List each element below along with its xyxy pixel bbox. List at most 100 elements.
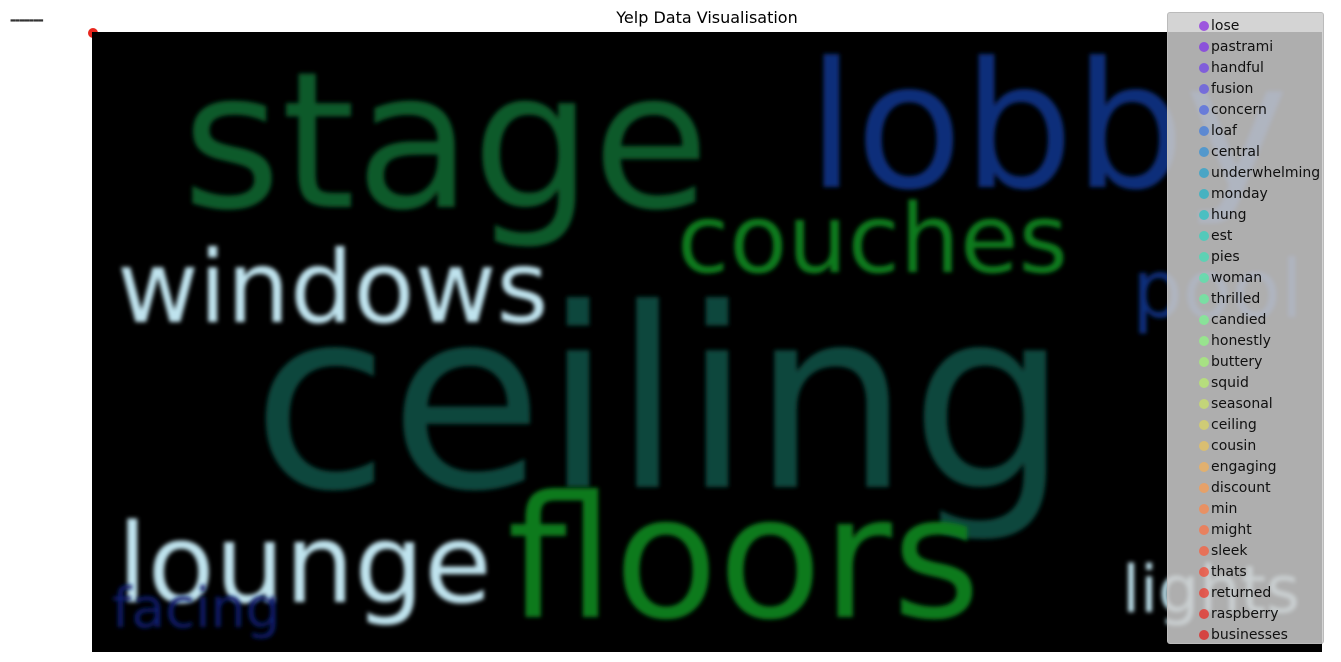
legend-label: est [1211, 228, 1233, 244]
legend-marker [1199, 294, 1209, 304]
legend-marker [1199, 252, 1209, 262]
legend-marker [1199, 336, 1209, 346]
legend-label: returned [1211, 585, 1272, 601]
legend-item: buttery [1168, 351, 1323, 372]
legend-marker [1199, 525, 1209, 535]
legend-marker [1199, 105, 1209, 115]
wordcloud-word-floors: floors [507, 460, 981, 652]
legend-marker [1199, 273, 1209, 283]
wordcloud-word-facing: facing [112, 576, 280, 640]
wordcloud-word-stage: stage [182, 32, 709, 252]
legend-marker [1199, 420, 1209, 430]
legend-label: hung [1211, 207, 1247, 223]
legend-item: seasonal [1168, 393, 1323, 414]
legend-label: businesses [1211, 627, 1288, 643]
legend-marker [1199, 168, 1209, 178]
legend-marker [1199, 147, 1209, 157]
legend-label: engaging [1211, 459, 1277, 475]
legend-item: monday [1168, 183, 1323, 204]
wordcloud-word-windows: windows [117, 229, 549, 346]
legend-label: squid [1211, 375, 1249, 391]
legend-item: lose [1168, 15, 1323, 36]
legend-item: engaging [1168, 456, 1323, 477]
legend-label: ceiling [1211, 417, 1257, 433]
legend-item: central [1168, 141, 1323, 162]
legend-label: loaf [1211, 123, 1237, 139]
legend-label: thats [1211, 564, 1247, 580]
legend-label: min [1211, 501, 1238, 517]
legend-item: fusion [1168, 78, 1323, 99]
legend-marker [1199, 84, 1209, 94]
legend-marker [1199, 126, 1209, 136]
legend-label: seasonal [1211, 396, 1273, 412]
legend-item: min [1168, 498, 1323, 519]
legend-marker [1199, 441, 1209, 451]
legend-marker [1199, 189, 1209, 199]
legend-label: handful [1211, 60, 1264, 76]
legend-label: buttery [1211, 354, 1263, 370]
legend-label: woman [1211, 270, 1263, 286]
legend-label: fusion [1211, 81, 1254, 97]
legend-item: hung [1168, 204, 1323, 225]
legend-marker [1199, 588, 1209, 598]
legend-item: pastrami [1168, 36, 1323, 57]
wordcloud-image: stagelobbycoucheswindowspoolceilingloung… [92, 32, 1322, 652]
legend-marker [1199, 399, 1209, 409]
legend-item: candied [1168, 309, 1323, 330]
wordcloud-word-couches: couches [677, 185, 1068, 295]
legend-item: discount [1168, 477, 1323, 498]
legend-item: thats [1168, 561, 1323, 582]
legend-label: honestly [1211, 333, 1271, 349]
legend-item: underwhelming [1168, 162, 1323, 183]
legend-marker [1199, 63, 1209, 73]
overlapping-point-labels: ▬▬▬▬▬▬▬ [10, 17, 44, 24]
legend-marker [1199, 462, 1209, 472]
legend-marker [1199, 567, 1209, 577]
legend-marker [1199, 630, 1209, 640]
legend-item: est [1168, 225, 1323, 246]
legend-label: lose [1211, 18, 1240, 34]
legend-item: might [1168, 519, 1323, 540]
legend-marker [1199, 483, 1209, 493]
legend-item: thrilled [1168, 288, 1323, 309]
legend-item: woman [1168, 267, 1323, 288]
legend-item: handful [1168, 57, 1323, 78]
legend-label: pastrami [1211, 39, 1274, 55]
legend-marker [1199, 546, 1209, 556]
legend-label: underwhelming [1211, 165, 1321, 181]
legend-marker [1199, 21, 1209, 31]
legend-item: raspberry [1168, 603, 1323, 624]
chart-title: Yelp Data Visualisation [616, 8, 798, 27]
legend-marker [1199, 609, 1209, 619]
legend-item: concern [1168, 99, 1323, 120]
legend-item: honestly [1168, 330, 1323, 351]
legend-marker [1199, 42, 1209, 52]
legend-label: concern [1211, 102, 1267, 118]
wordcloud-word-lounge: lounge [117, 500, 492, 628]
legend-label: pies [1211, 249, 1240, 265]
legend-item: ceiling [1168, 414, 1323, 435]
legend: lose pastrami handful fusion concern loaf cent… [1167, 12, 1324, 644]
legend-marker [1199, 378, 1209, 388]
wordcloud-word-ceiling: ceiling [252, 255, 1069, 546]
legend-item: squid [1168, 372, 1323, 393]
legend-label: cousin [1211, 438, 1257, 454]
legend-item: returned [1168, 582, 1323, 603]
legend-label: monday [1211, 186, 1268, 202]
legend-label: sleek [1211, 543, 1248, 559]
wordcloud-svg: stagelobbycoucheswindowspoolceilingloung… [112, 32, 1303, 652]
legend-label: central [1211, 144, 1260, 160]
legend-marker [1199, 504, 1209, 514]
legend-item: pies [1168, 246, 1323, 267]
legend-marker [1199, 357, 1209, 367]
legend-label: raspberry [1211, 606, 1279, 622]
legend-label: candied [1211, 312, 1267, 328]
legend-label: might [1211, 522, 1252, 538]
legend-label: discount [1211, 480, 1271, 496]
legend-marker [1199, 210, 1209, 220]
legend-item: loaf [1168, 120, 1323, 141]
legend-item: sleek [1168, 540, 1323, 561]
legend-label: thrilled [1211, 291, 1261, 307]
legend-item: cousin [1168, 435, 1323, 456]
legend-item: businesses [1168, 624, 1323, 645]
